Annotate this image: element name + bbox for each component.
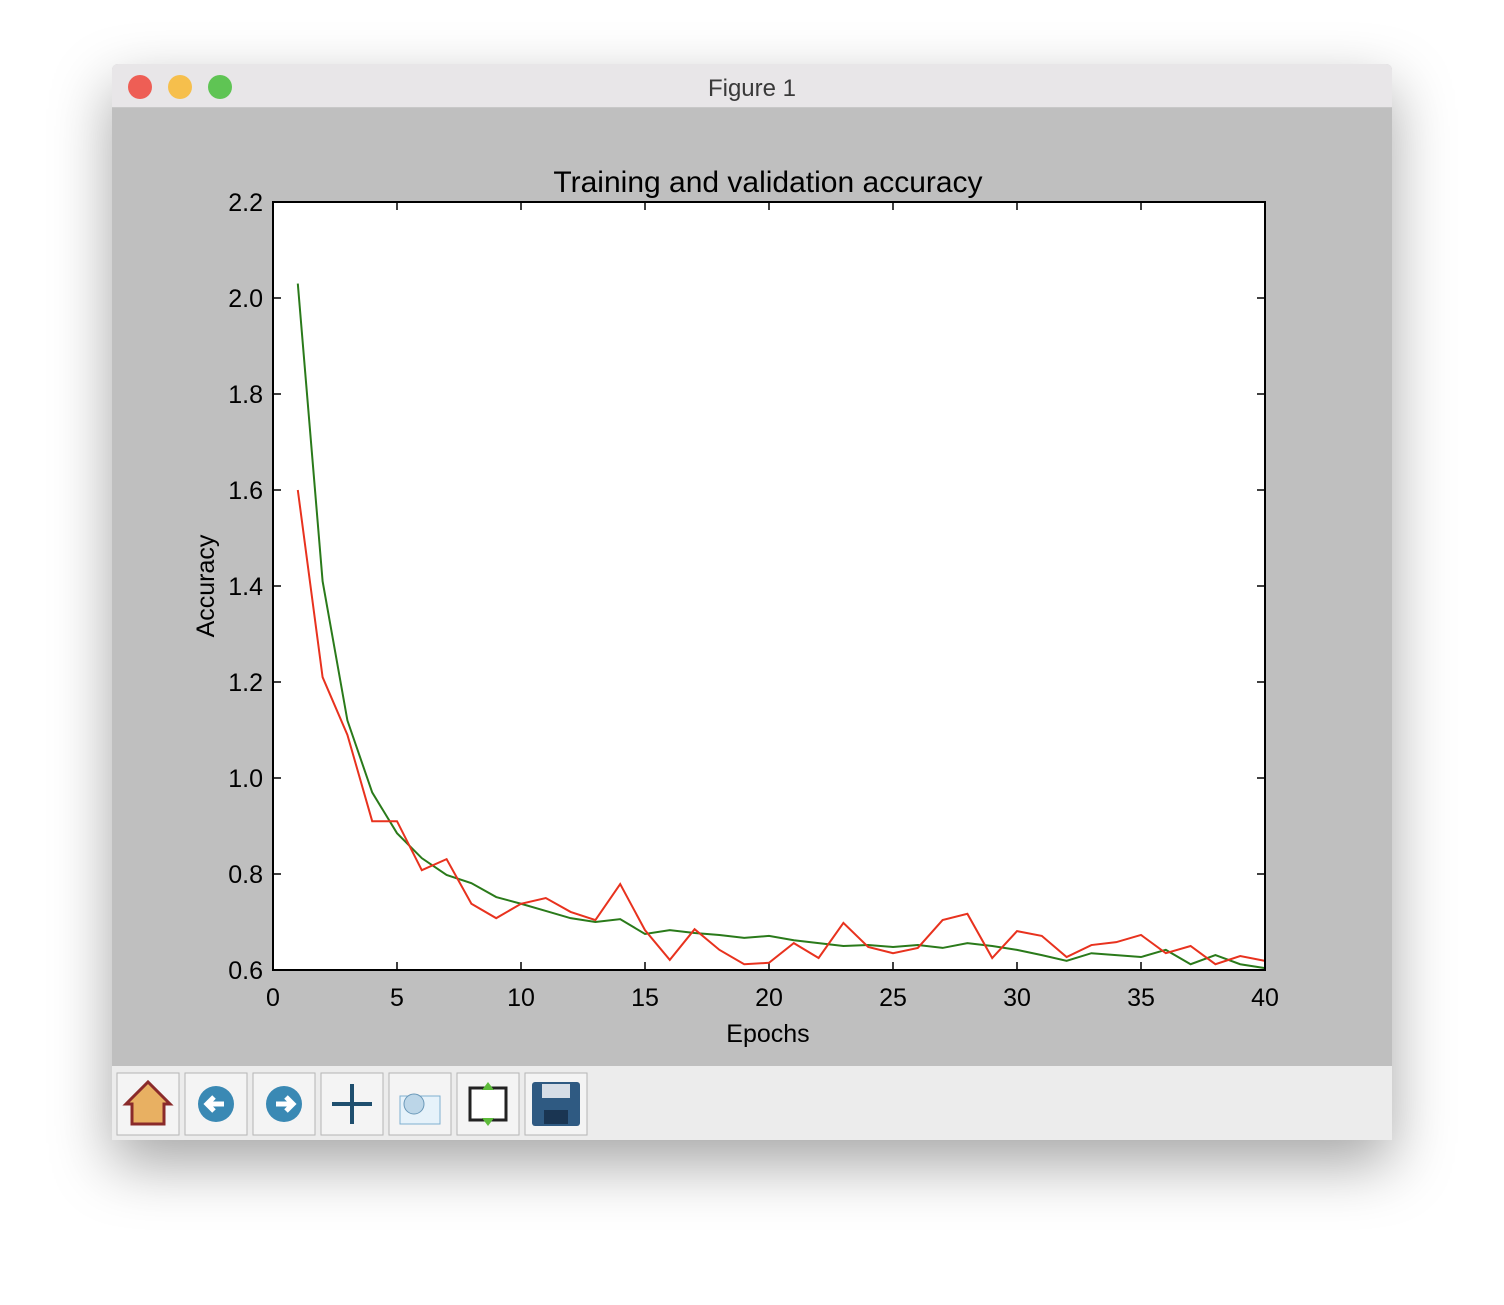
zoom-button[interactable]	[208, 75, 232, 99]
toolbar-icons	[122, 1079, 580, 1126]
x-tick-label: 30	[1003, 984, 1031, 1012]
x-tick-label: 20	[755, 984, 783, 1012]
series-line	[296, 489, 1266, 966]
pan-icon	[332, 1084, 372, 1124]
x-tick-label: 5	[390, 984, 404, 1012]
minimize-button[interactable]	[168, 75, 192, 99]
zoom-lens	[403, 1093, 425, 1115]
y-axis-label: Accuracy	[192, 534, 220, 637]
plot-area	[273, 202, 1265, 970]
zoom-rect-button[interactable]	[388, 1072, 452, 1136]
y-tick-label: 1.4	[228, 573, 263, 601]
x-tick-label: 15	[631, 984, 659, 1012]
y-tick-label: 1.2	[228, 669, 263, 697]
x-tick-label: 10	[507, 984, 535, 1012]
close-button[interactable]	[128, 75, 152, 99]
chart-title: Training and validation accuracy	[553, 166, 982, 199]
subplots-icon	[468, 1086, 508, 1122]
x-axis-label: Epochs	[726, 1020, 809, 1048]
y-tick-label: 1.6	[228, 477, 263, 505]
y-tick-label: 2.0	[228, 285, 263, 313]
series-line	[296, 283, 1266, 970]
x-tick-label: 35	[1127, 984, 1155, 1012]
save-label	[542, 1084, 570, 1098]
y-tick-label: 2.2	[228, 189, 263, 217]
title-bar-base	[112, 96, 1392, 108]
back-arrow	[203, 1095, 224, 1113]
y-tick-label: 1.8	[228, 381, 263, 409]
plot-frame	[272, 201, 1266, 971]
home-icon	[122, 1079, 174, 1126]
y-tick-label: 0.6	[228, 957, 263, 985]
forward-arrow	[276, 1095, 297, 1113]
ticks: 0.6 0.8 1.0 1.2 1.4 1.6 1.8 2.0 2.2 0 5 10 15 20 25 30 3…	[228, 189, 1279, 1012]
y-tick-label: 1.0	[228, 765, 263, 793]
y-tick-label: 0.8	[228, 861, 263, 889]
lines	[296, 283, 1266, 970]
save-shutter	[544, 1110, 568, 1124]
x-tick-label: 0	[266, 984, 280, 1012]
x-tick-label: 40	[1251, 984, 1279, 1012]
x-tick-label: 25	[879, 984, 907, 1012]
window-title: Figure 1	[708, 75, 796, 102]
